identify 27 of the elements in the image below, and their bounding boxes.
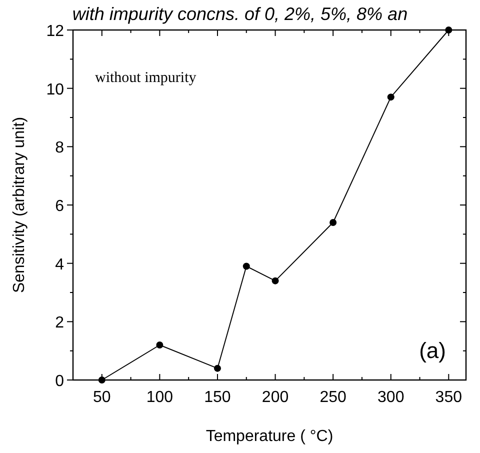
point xyxy=(330,219,337,226)
x-tick-label: 150 xyxy=(204,389,231,406)
point xyxy=(242,262,250,270)
x-axis-title: Temperature ( °C) xyxy=(206,428,334,445)
y-axis-title: Sensitivity (arbitrary unit) xyxy=(11,116,28,294)
y-tick-label: 6 xyxy=(55,198,64,215)
x-tick-label: 200 xyxy=(262,389,289,406)
point xyxy=(387,94,394,101)
annotation: without impurity xyxy=(95,70,197,86)
y-tick-label: 12 xyxy=(46,23,64,40)
point xyxy=(214,364,221,372)
x-tick-label: 100 xyxy=(146,389,174,406)
y-tick-label: 10 xyxy=(46,81,64,98)
y-tick-label: 0 xyxy=(55,373,64,390)
point xyxy=(98,376,106,384)
y-tick-label: 2 xyxy=(55,314,64,332)
x-tick-label: 350 xyxy=(435,389,462,406)
x-tick-label: 50 xyxy=(93,389,111,406)
y-tick-label: 4 xyxy=(55,256,64,274)
point xyxy=(156,342,164,348)
y-tick-label: 8 xyxy=(55,140,64,157)
x-tick-label: 300 xyxy=(378,389,404,406)
chart-title: with impurity concns. of 0, 2%, 5%, 8% an xyxy=(72,4,408,24)
annotation: (a) xyxy=(419,338,446,363)
x-tick-label: 250 xyxy=(320,389,347,406)
point xyxy=(272,277,279,284)
point xyxy=(445,26,452,34)
